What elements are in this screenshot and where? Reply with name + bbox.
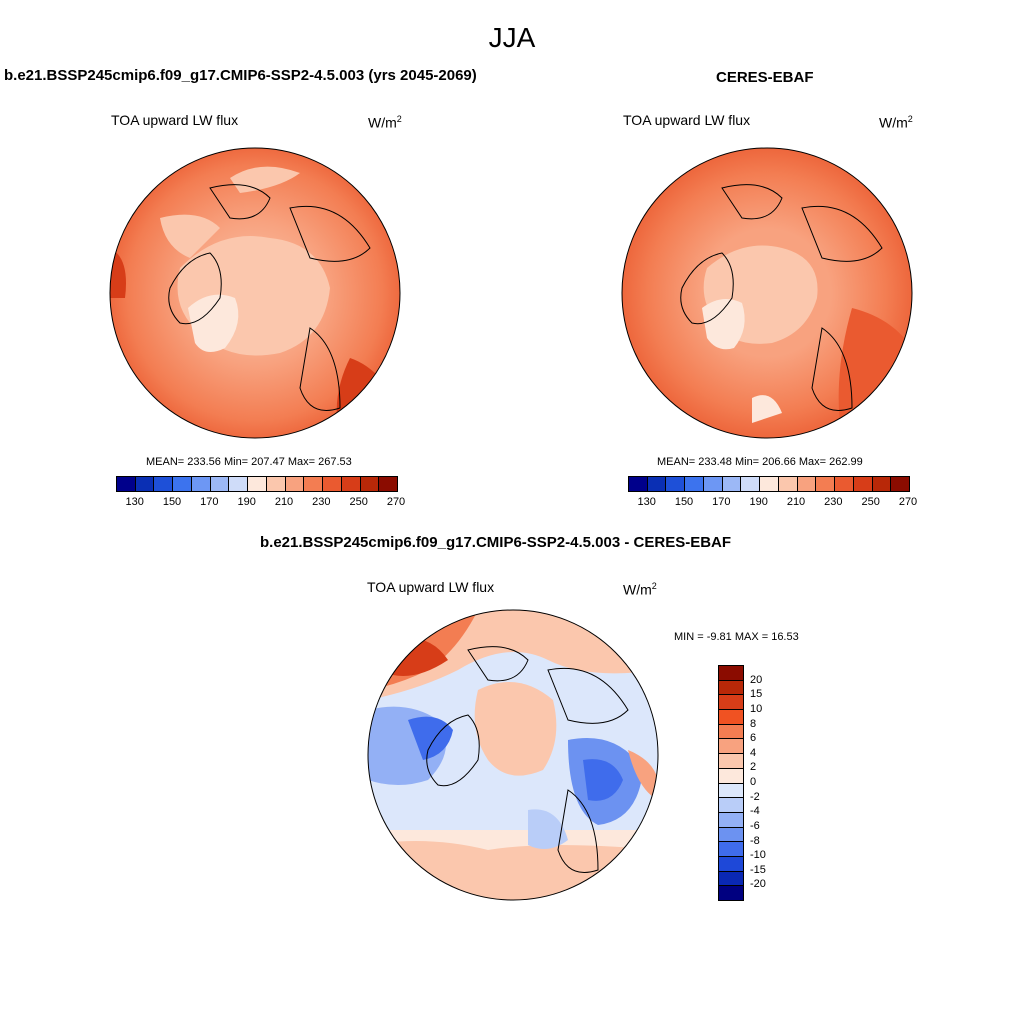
colorbar-swatch — [266, 477, 286, 491]
colorbar-swatch — [719, 798, 743, 813]
colorbar-tick-label: 170 — [712, 496, 731, 508]
model-variable-label: TOA upward LW flux — [111, 112, 239, 128]
colorbar-swatch — [360, 477, 380, 491]
model-colorbar-ticks: 130 150 170 190 210 230 250 270 — [116, 496, 405, 510]
colorbar-tick-label: -10 — [750, 849, 766, 862]
colorbar-tick-label: 130 — [637, 496, 656, 508]
colorbar-tick-label: 250 — [349, 496, 368, 508]
obs-variable-label: TOA upward LW flux — [623, 112, 751, 128]
model-colorbar — [116, 476, 398, 492]
colorbar-swatch — [872, 477, 892, 491]
colorbar-tick-label: 20 — [750, 673, 763, 686]
colorbar-tick-label: 8 — [750, 717, 757, 730]
colorbar-tick-label: 230 — [312, 496, 331, 508]
obs-stats: MEAN= 233.48 Min= 206.66 Max= 262.99 — [657, 456, 863, 468]
colorbar-swatch — [154, 477, 174, 491]
colorbar-tick-label: 2 — [750, 761, 757, 774]
diff-stats: MIN = -9.81 MAX = 16.53 — [674, 631, 799, 643]
colorbar-swatch — [248, 477, 267, 491]
diff-panel-title: b.e21.BSSP245cmip6.f09_g17.CMIP6-SSP2-4.… — [260, 534, 732, 551]
colorbar-swatch — [719, 768, 743, 784]
colorbar-swatch — [719, 871, 743, 887]
colorbar-swatch — [797, 477, 817, 491]
model-panel-title: b.e21.BSSP245cmip6.f09_g17.CMIP6-SSP2-4.… — [4, 67, 477, 84]
obs-colorbar-ticks: 130 150 170 190 210 230 250 270 — [628, 496, 917, 510]
figure-title: JJA — [488, 22, 536, 53]
colorbar-swatch — [719, 695, 743, 711]
colorbar-swatch — [816, 477, 836, 491]
colorbar-swatch — [135, 477, 155, 491]
obs-colorbar — [628, 476, 910, 492]
model-polar-map — [109, 147, 401, 439]
model-stats: MEAN= 233.56 Min= 207.47 Max= 267.53 — [146, 456, 352, 468]
colorbar-swatch — [173, 477, 192, 491]
colorbar-swatch — [719, 680, 743, 696]
colorbar-tick-label: 0 — [750, 776, 757, 788]
colorbar-swatch — [741, 477, 761, 491]
colorbar-swatch — [719, 886, 743, 900]
colorbar-swatch — [285, 477, 305, 491]
colorbar-tick-label: -4 — [750, 805, 760, 818]
colorbar-swatch — [719, 754, 743, 769]
colorbar-swatch — [341, 477, 361, 491]
colorbar-swatch — [719, 739, 743, 755]
colorbar-tick-label: -20 — [750, 878, 766, 891]
model-units-label: W/m2 — [368, 114, 402, 131]
colorbar-swatch — [191, 477, 211, 491]
colorbar-swatch — [719, 666, 743, 681]
colorbar-swatch — [629, 477, 648, 491]
colorbar-tick-label: 10 — [750, 702, 763, 715]
diff-variable-label: TOA upward LW flux — [367, 579, 495, 595]
colorbar-swatch — [666, 477, 686, 491]
colorbar-tick-label: 4 — [750, 746, 757, 759]
colorbar-swatch — [835, 477, 854, 491]
colorbar-swatch — [719, 724, 743, 740]
colorbar-swatch — [229, 477, 249, 491]
colorbar-swatch — [647, 477, 667, 491]
colorbar-tick-label: 170 — [200, 496, 219, 508]
obs-panel-title: CERES-EBAF — [716, 69, 814, 86]
colorbar-tick-label: 190 — [749, 496, 768, 508]
colorbar-swatch — [117, 477, 136, 491]
colorbar-tick-label: -2 — [750, 790, 760, 803]
colorbar-swatch — [719, 827, 743, 843]
colorbar-swatch — [719, 812, 743, 828]
diff-colorbar — [718, 665, 744, 901]
colorbar-swatch — [210, 477, 230, 491]
colorbar-tick-label: -6 — [750, 819, 760, 832]
diff-units-label: W/m2 — [623, 581, 657, 598]
colorbar-swatch — [323, 477, 342, 491]
colorbar-swatch — [703, 477, 723, 491]
colorbar-tick-label: 130 — [125, 496, 144, 508]
colorbar-swatch — [722, 477, 742, 491]
colorbar-tick-label: -8 — [750, 834, 760, 847]
colorbar-tick-label: 210 — [274, 496, 294, 508]
colorbar-tick-label: 190 — [237, 496, 256, 508]
colorbar-tick-label: 150 — [162, 496, 182, 508]
colorbar-swatch — [719, 856, 743, 872]
colorbar-swatch — [379, 477, 398, 491]
diff-colorbar-ticks: 20 15 10 8 6 4 2 0 -2 -4 -6 -8 -10 -15 -20 — [750, 665, 780, 899]
colorbar-tick-label: 210 — [786, 496, 806, 508]
colorbar-swatch — [719, 783, 743, 799]
colorbar-tick-label: 150 — [674, 496, 694, 508]
colorbar-swatch — [891, 477, 910, 491]
colorbar-swatch — [760, 477, 779, 491]
colorbar-tick-label: 6 — [750, 732, 757, 745]
obs-polar-map — [621, 147, 913, 439]
colorbar-swatch — [685, 477, 704, 491]
colorbar-swatch — [853, 477, 873, 491]
obs-units-label: W/m2 — [879, 114, 913, 131]
colorbar-swatch — [778, 477, 798, 491]
colorbar-swatch — [304, 477, 324, 491]
colorbar-tick-label: 270 — [898, 496, 918, 508]
colorbar-tick-label: 230 — [824, 496, 843, 508]
colorbar-swatch — [719, 842, 743, 857]
colorbar-tick-label: 250 — [861, 496, 880, 508]
colorbar-tick-label: -15 — [750, 863, 766, 876]
colorbar-tick-label: 270 — [386, 496, 406, 508]
colorbar-swatch — [719, 710, 743, 725]
diff-polar-map — [367, 609, 659, 901]
colorbar-tick-label: 15 — [750, 688, 763, 701]
